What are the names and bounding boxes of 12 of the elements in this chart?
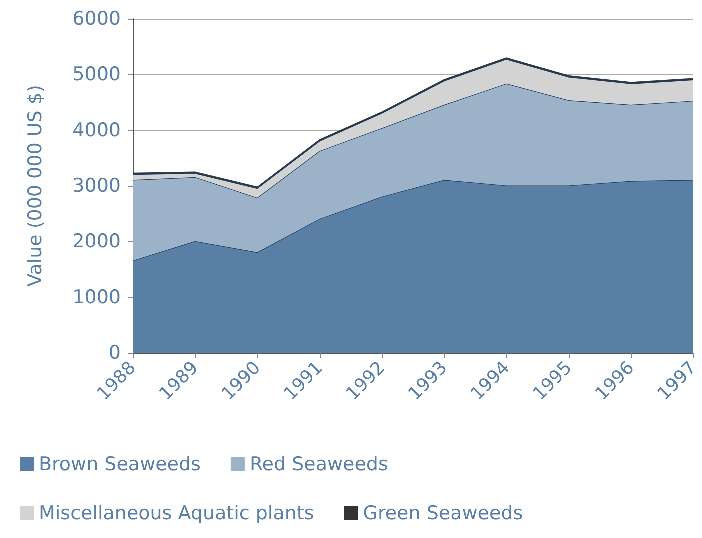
legend-label: Miscellaneous Aquatic plants — [39, 502, 314, 524]
y-tick-label: 0 — [108, 342, 121, 364]
y-axis-title: Value (000 000 US $) — [24, 85, 46, 287]
y-tick-label: 6000 — [72, 8, 121, 30]
y-tick-label: 1000 — [72, 286, 121, 308]
y-tick-label: 4000 — [72, 119, 121, 142]
legend-label: Brown Seaweeds — [39, 454, 201, 476]
legend-label: Red Seaweeds — [250, 454, 388, 476]
legend-label: Green Seaweeds — [363, 502, 524, 524]
y-tick-label: 2000 — [72, 230, 121, 253]
y-tick-label: 3000 — [72, 175, 121, 197]
y-tick-label: 5000 — [72, 64, 121, 86]
